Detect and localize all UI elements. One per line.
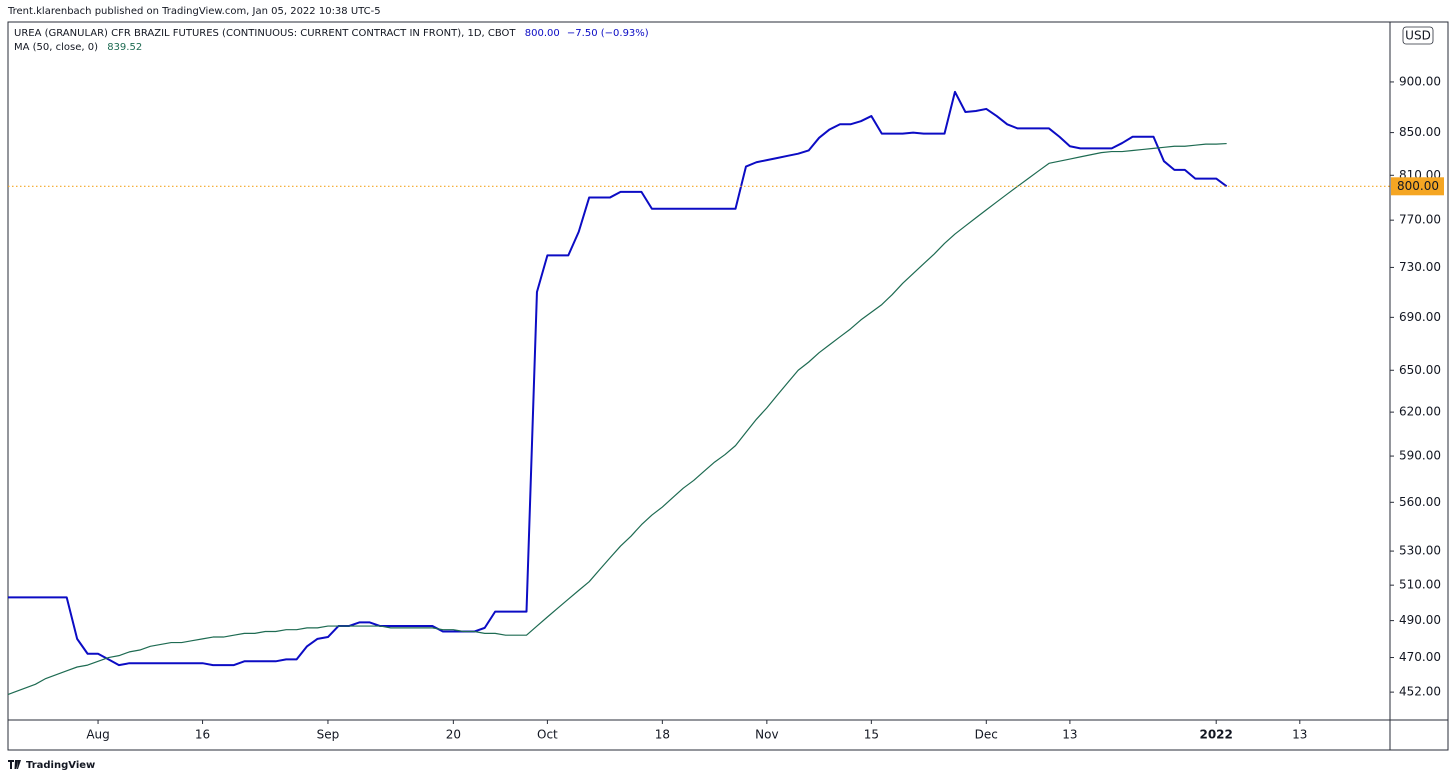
legend-ma: MA (50, close, 0) 839.52 (14, 42, 142, 53)
x-tick-label: Sep (317, 728, 340, 742)
price-line (8, 90, 1228, 667)
x-tick-label: 16 (195, 728, 210, 742)
y-tick-label: 850.00 (1399, 125, 1441, 139)
legend-series-name: UREA (GRANULAR) CFR BRAZIL FUTURES (CONT… (14, 28, 516, 39)
y-tick-label: 650.00 (1399, 363, 1441, 377)
frame (7, 21, 1449, 751)
y-tick-label: 560.00 (1399, 495, 1441, 509)
x-tick-label: Oct (537, 728, 558, 742)
x-tick-label: 15 (864, 728, 879, 742)
y-tick-label: 690.00 (1399, 310, 1441, 324)
y-tick-label: 530.00 (1399, 544, 1441, 558)
plot-area (8, 90, 1228, 696)
y-tick-label: 620.00 (1399, 405, 1441, 419)
publisher: Trent.klarenbach published on TradingVie… (7, 6, 381, 17)
y-tick-label: 490.00 (1399, 613, 1441, 627)
legend-ma-name: MA (50, close, 0) (14, 42, 98, 53)
currency[interactable]: USD (1405, 29, 1431, 43)
y-tick-label: 770.00 (1399, 213, 1441, 227)
legend-main: UREA (GRANULAR) CFR BRAZIL FUTURES (CONT… (14, 28, 649, 39)
y-tick-label: 452.00 (1399, 685, 1441, 699)
x-tick-label: 13 (1292, 728, 1307, 742)
ma-line (8, 142, 1227, 696)
y-tick-label: 470.00 (1399, 650, 1441, 664)
x-tick-label: Aug (86, 728, 109, 742)
x-tick-label: 2022 (1199, 728, 1232, 742)
footer: TradingView (26, 760, 95, 771)
footer-logo (8, 760, 21, 769)
legend-price: 800.00 (525, 28, 560, 39)
legend-ma-value: 839.52 (107, 42, 142, 53)
y-tick-label: 590.00 (1399, 449, 1441, 463)
x-tick-label: 20 (446, 728, 461, 742)
x-tick-label: 18 (655, 728, 670, 742)
legend-change: −7.50 (−0.93%) (567, 28, 649, 39)
y-tick-label: 900.00 (1399, 74, 1441, 88)
last-price-box (1391, 177, 1444, 196)
last-price-label: 800.00 (1397, 179, 1439, 193)
x-tick-label: 13 (1062, 728, 1077, 742)
y-tick-label: 730.00 (1399, 260, 1441, 274)
x-tick-label: Nov (755, 728, 778, 742)
x-tick-label: Dec (975, 728, 998, 742)
currency-box[interactable] (1402, 26, 1434, 45)
y-tick-label: 510.00 (1399, 578, 1441, 592)
